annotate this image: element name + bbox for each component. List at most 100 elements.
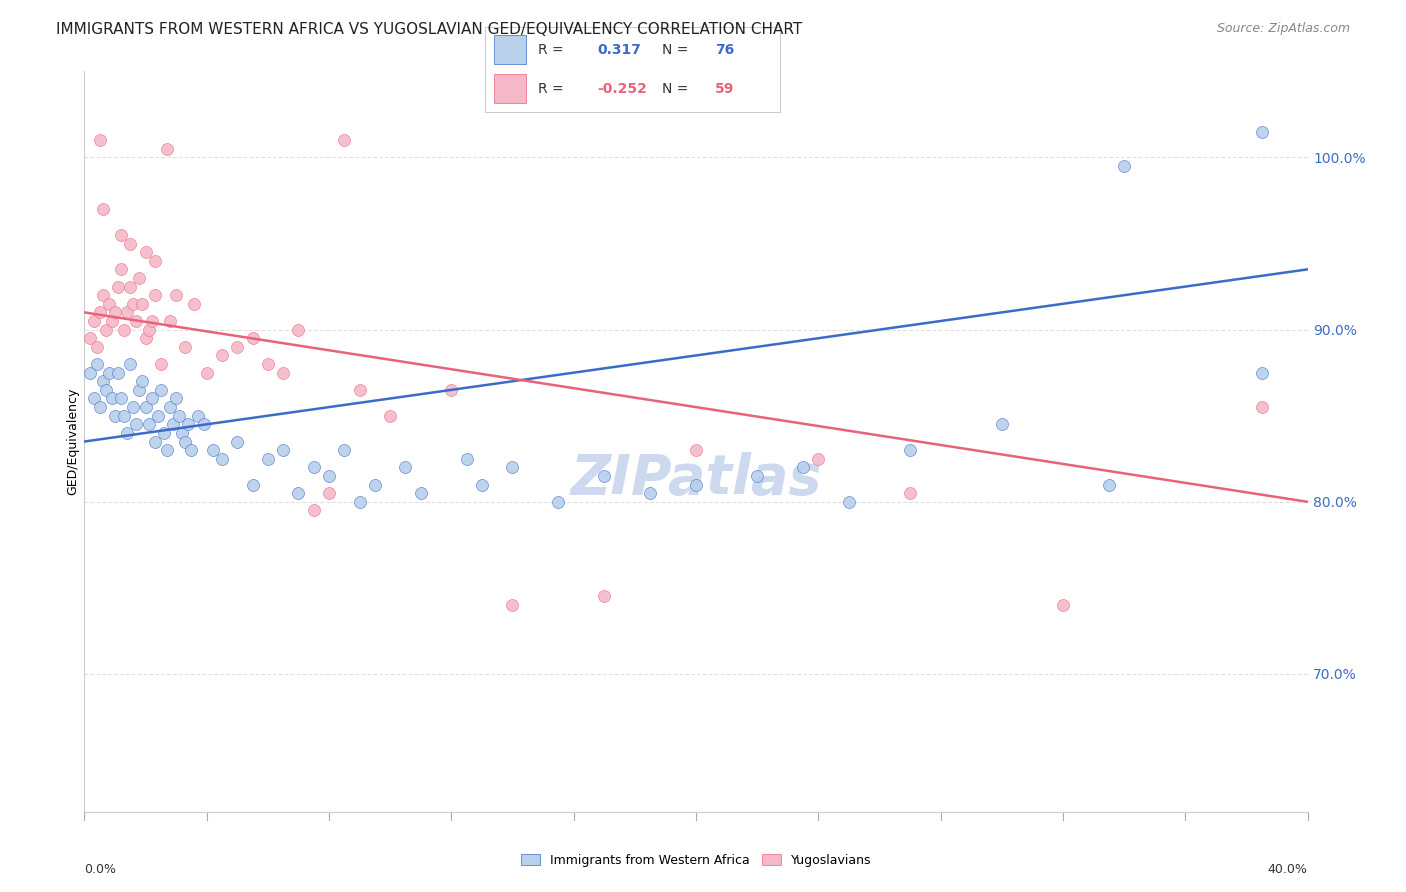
Point bbox=[91, 202, 114, 216]
Point bbox=[83, 392, 105, 406]
Point bbox=[141, 392, 163, 406]
Point bbox=[162, 417, 184, 432]
Point bbox=[211, 348, 233, 362]
Point bbox=[91, 288, 114, 302]
Point bbox=[110, 262, 132, 277]
Point bbox=[593, 590, 616, 604]
Point bbox=[502, 460, 524, 475]
Point bbox=[94, 323, 117, 337]
Point bbox=[174, 340, 197, 354]
Point bbox=[1052, 598, 1074, 612]
Text: N =: N = bbox=[662, 82, 693, 95]
Point bbox=[107, 279, 129, 293]
Point bbox=[257, 451, 280, 466]
Point bbox=[89, 133, 111, 147]
Point bbox=[159, 314, 181, 328]
Point bbox=[349, 495, 371, 509]
Point bbox=[271, 443, 294, 458]
Point bbox=[287, 486, 309, 500]
Point bbox=[547, 495, 569, 509]
Point bbox=[79, 366, 101, 380]
Point bbox=[146, 409, 169, 423]
Point bbox=[165, 392, 187, 406]
Point bbox=[125, 417, 148, 432]
Point bbox=[1250, 125, 1272, 139]
Point bbox=[685, 477, 707, 491]
Point bbox=[380, 409, 402, 423]
Point bbox=[143, 288, 166, 302]
Point bbox=[807, 451, 830, 466]
Point bbox=[991, 417, 1014, 432]
Text: IMMIGRANTS FROM WESTERN AFRICA VS YUGOSLAVIAN GED/EQUIVALENCY CORRELATION CHART: IMMIGRANTS FROM WESTERN AFRICA VS YUGOSL… bbox=[56, 22, 803, 37]
Text: 40.0%: 40.0% bbox=[1268, 863, 1308, 876]
Point bbox=[177, 417, 200, 432]
Point bbox=[394, 460, 416, 475]
Point bbox=[153, 425, 176, 440]
Point bbox=[440, 383, 463, 397]
Point bbox=[135, 245, 157, 260]
Point bbox=[138, 417, 160, 432]
Point bbox=[122, 400, 145, 414]
Point bbox=[174, 434, 197, 449]
Point bbox=[456, 451, 478, 466]
Point bbox=[685, 443, 707, 458]
Point bbox=[195, 366, 218, 380]
Point bbox=[115, 425, 138, 440]
Point bbox=[86, 340, 108, 354]
Point bbox=[94, 383, 117, 397]
Point bbox=[125, 314, 148, 328]
Point bbox=[159, 400, 181, 414]
Point bbox=[242, 331, 264, 345]
Point bbox=[1098, 477, 1121, 491]
Point bbox=[115, 305, 138, 319]
Point bbox=[89, 305, 111, 319]
Text: -0.252: -0.252 bbox=[598, 82, 647, 95]
Point bbox=[180, 443, 202, 458]
Y-axis label: GED/Equivalency: GED/Equivalency bbox=[66, 388, 79, 495]
Point bbox=[120, 236, 142, 251]
Point bbox=[131, 297, 153, 311]
Point bbox=[89, 400, 111, 414]
Point bbox=[141, 314, 163, 328]
Point bbox=[838, 495, 860, 509]
Text: 0.317: 0.317 bbox=[598, 43, 641, 56]
Text: Source: ZipAtlas.com: Source: ZipAtlas.com bbox=[1216, 22, 1350, 36]
Point bbox=[79, 331, 101, 345]
Point bbox=[97, 297, 120, 311]
Point bbox=[149, 357, 172, 371]
Point bbox=[143, 434, 166, 449]
Point bbox=[167, 409, 190, 423]
Point bbox=[302, 460, 325, 475]
Point bbox=[747, 469, 769, 483]
Point bbox=[104, 305, 127, 319]
Point bbox=[792, 460, 814, 475]
Point bbox=[211, 451, 233, 466]
Point bbox=[83, 314, 105, 328]
Point bbox=[128, 383, 150, 397]
FancyBboxPatch shape bbox=[494, 35, 526, 64]
Point bbox=[128, 271, 150, 285]
Point bbox=[135, 331, 157, 345]
Point bbox=[226, 434, 249, 449]
Point bbox=[502, 598, 524, 612]
Point bbox=[112, 409, 135, 423]
Point bbox=[149, 383, 172, 397]
Point bbox=[110, 392, 132, 406]
Point bbox=[107, 366, 129, 380]
Point bbox=[120, 279, 142, 293]
Point bbox=[131, 374, 153, 388]
Point bbox=[201, 443, 224, 458]
Point bbox=[143, 253, 166, 268]
Point bbox=[471, 477, 494, 491]
Text: R =: R = bbox=[538, 43, 568, 56]
Point bbox=[226, 340, 249, 354]
Point bbox=[349, 383, 371, 397]
Text: ZIPatlas: ZIPatlas bbox=[571, 451, 821, 506]
Point bbox=[104, 409, 127, 423]
Point bbox=[193, 417, 215, 432]
Point bbox=[120, 357, 142, 371]
Point bbox=[156, 443, 179, 458]
Point bbox=[138, 323, 160, 337]
Point bbox=[172, 425, 194, 440]
Text: 59: 59 bbox=[716, 82, 735, 95]
